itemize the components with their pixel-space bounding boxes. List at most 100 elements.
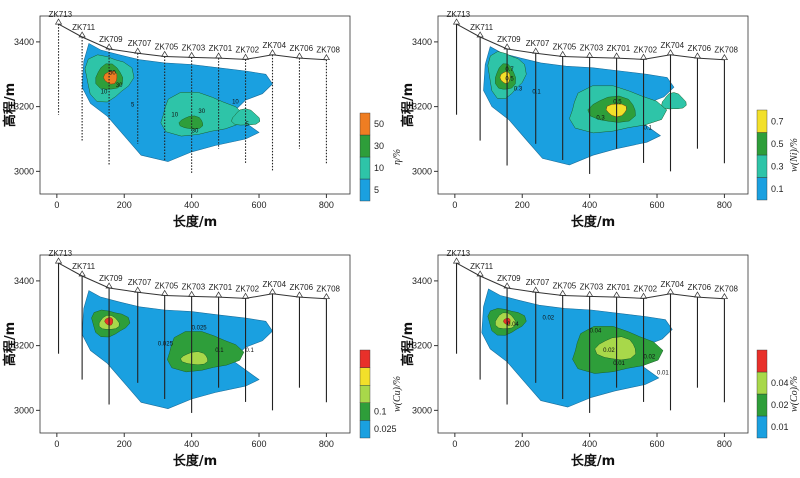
drill-hole-label: ZK708 — [714, 46, 738, 55]
colorbar-tick-label: 0.3 — [771, 161, 784, 171]
drill-collar-marker — [503, 282, 511, 289]
y-tick-label: 3200 — [412, 341, 432, 351]
y-tick-label: 3000 — [412, 166, 432, 176]
colorbar-segment — [756, 393, 768, 417]
drill-collar-marker — [78, 270, 86, 277]
drill-collar-marker — [559, 50, 567, 57]
drill-hole-label: ZK703 — [182, 43, 206, 52]
contour-label: 30 — [192, 129, 199, 135]
colorbar-tick-label: 50 — [374, 119, 384, 129]
drill-hole-label: ZK713 — [49, 10, 73, 19]
plot-frame — [437, 254, 749, 434]
drill-collar-marker — [532, 47, 540, 54]
colorbar-segment — [359, 134, 371, 158]
x-tick-label: 800 — [717, 439, 732, 449]
drill-collar-marker — [134, 47, 142, 54]
drill-hole-label: ZK701 — [607, 283, 631, 292]
colorbar: 0.1 0.3 0.5 0.7 w(Ni)/% — [756, 109, 800, 201]
drill-hole-label: ZK706 — [289, 283, 313, 292]
drill-hole-label: ZK711 — [470, 262, 494, 271]
contour-label: 0.3 — [514, 86, 523, 92]
x-tick-label: 0 — [452, 200, 457, 210]
drill-hole-label: ZK713 — [447, 10, 471, 19]
y-axis-title: 高程/m — [400, 83, 416, 127]
x-axis-title: 长度/m — [571, 214, 615, 230]
contour-label: 0.02 — [542, 316, 554, 322]
colorbar: 0.025 0.1 w(Cu)/% — [359, 349, 403, 439]
colorbar-segment — [756, 132, 768, 156]
drill-collar-marker — [612, 52, 621, 59]
drill-hole-label: ZK711 — [72, 262, 96, 271]
drill-collar-marker — [476, 31, 484, 38]
drill-hole-label: ZK701 — [607, 44, 631, 53]
drill-collar-marker — [322, 293, 331, 300]
drill-collar-marker — [54, 18, 63, 25]
x-tick-label: 400 — [582, 200, 597, 210]
drill-hole-label: ZK706 — [687, 283, 711, 292]
x-tick-label: 0 — [54, 200, 59, 210]
contour-label: 0.01 — [657, 371, 669, 377]
drill-hole-label: ZK707 — [128, 39, 152, 48]
drill-hole-label: ZK709 — [497, 35, 521, 44]
drill-collar-marker — [161, 50, 169, 57]
contour-label: 5 — [131, 103, 135, 109]
x-tick-label: 800 — [717, 200, 732, 210]
y-tick-label: 3000 — [412, 405, 432, 415]
contour-label: 50 — [109, 70, 116, 76]
drill-collar-marker — [322, 54, 331, 61]
drill-collar-marker — [720, 54, 729, 61]
colorbar-segment — [359, 178, 371, 202]
colorbar-segment — [359, 367, 371, 386]
colorbar-tick-label: 0.7 — [771, 116, 784, 126]
colorbar-tick-label: 10 — [374, 163, 384, 173]
x-tick-label: 200 — [515, 439, 530, 449]
drill-hole-label: ZK713 — [49, 249, 73, 258]
contour-label: 0.02 — [644, 355, 656, 361]
drill-collar-marker — [214, 291, 223, 298]
drill-hole-label: ZK706 — [687, 44, 711, 53]
drill-hole-label: ZK702 — [634, 284, 658, 293]
x-tick-label: 200 — [117, 200, 132, 210]
drill-hole-label: ZK705 — [553, 281, 577, 290]
drill-hole-label: ZK708 — [316, 46, 340, 55]
drill-hole-label: ZK703 — [182, 282, 206, 291]
contour-label: 0.02 — [603, 348, 615, 354]
colorbar-segment — [359, 112, 371, 136]
drill-collar-marker — [693, 52, 702, 59]
drill-hole-label: ZK708 — [714, 285, 738, 294]
drill-collar-marker — [559, 289, 567, 296]
x-tick-label: 400 — [184, 439, 199, 449]
drill-collar-marker — [639, 292, 648, 299]
drill-collar-marker — [105, 43, 113, 50]
drill-collar-marker — [134, 286, 142, 293]
x-tick-label: 0 — [452, 439, 457, 449]
colorbar-segment — [756, 109, 768, 133]
contour-label: 5 — [246, 122, 250, 128]
y-axis-title: 高程/m — [400, 322, 416, 366]
drill-collar-marker — [241, 292, 250, 299]
x-tick-label: 800 — [319, 439, 334, 449]
drill-hole-label: ZK705 — [553, 42, 577, 51]
y-axis-title: 高程/m — [2, 322, 18, 366]
colorbar-tick-label: 5 — [374, 185, 379, 195]
contour-label: 10 — [101, 90, 108, 96]
colorbar-segment — [359, 402, 371, 421]
colorbar-tick-label: 0.1 — [374, 407, 387, 417]
x-axis-title: 长度/m — [173, 453, 217, 469]
colorbar-segment — [756, 177, 768, 201]
drill-collar-marker — [452, 257, 461, 264]
drill-collar-marker — [268, 49, 277, 56]
colorbar-tick-label: 0.5 — [771, 139, 784, 149]
drill-hole-label: ZK704 — [661, 280, 685, 289]
drill-hole-label: ZK706 — [289, 44, 313, 53]
x-tick-label: 800 — [319, 200, 334, 210]
x-tick-label: 600 — [252, 200, 267, 210]
drill-collar-marker — [295, 52, 304, 59]
contour-label: 0.04 — [507, 322, 519, 328]
y-tick-label: 3000 — [14, 405, 34, 415]
y-tick-label: 3200 — [14, 341, 34, 351]
